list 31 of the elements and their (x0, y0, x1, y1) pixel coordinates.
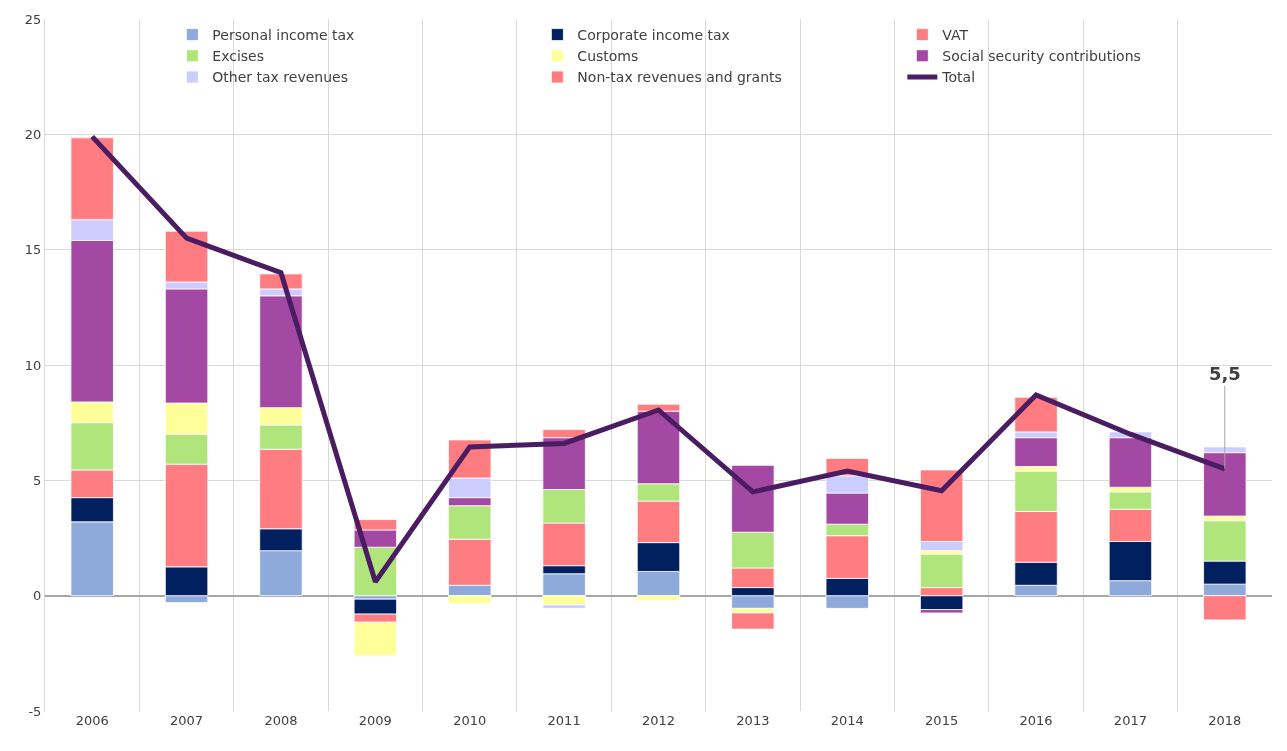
legend-label: Social security contributions (942, 48, 1141, 65)
x-tick-label: 2008 (264, 713, 298, 728)
legend-label: Non-tax revenues and grants (577, 69, 782, 86)
y-tick-label: 15 (24, 242, 42, 258)
x-tick-label: 2007 (170, 713, 204, 728)
y-tick-label: 25 (24, 11, 42, 27)
x-tick-label: 2009 (358, 713, 392, 728)
x-tick-label: 2014 (830, 713, 864, 728)
legend-label: Total (941, 69, 976, 86)
x-tick-label: 2017 (1113, 713, 1147, 728)
x-tick-label: 2012 (641, 713, 676, 728)
legend-label: Customs (577, 48, 639, 65)
y-tick-label: 5 (33, 472, 42, 488)
x-tick-label: 2011 (547, 713, 581, 728)
y-tick-label: 20 (24, 126, 42, 142)
x-tick-label: 2010 (453, 713, 487, 728)
legend-label: VAT (942, 27, 969, 44)
x-tick-label: 2016 (1019, 713, 1053, 728)
x-tick-label: 2018 (1208, 713, 1242, 728)
y-tick-label: -5 (28, 703, 42, 719)
annotation: 5,5 (1209, 363, 1241, 384)
legend-label: Excises (212, 48, 265, 65)
bar (731, 612, 775, 630)
legend-label: Personal income tax (212, 27, 355, 44)
legend-label: Corporate income tax (577, 27, 730, 44)
y-tick-label: 0 (33, 588, 42, 604)
legend-label: Other tax revenues (212, 69, 348, 86)
x-tick-label: 2013 (736, 713, 770, 728)
x-tick-label: 2006 (75, 713, 109, 728)
y-tick-label: 10 (24, 357, 42, 373)
x-tick-label: 2015 (925, 713, 959, 728)
